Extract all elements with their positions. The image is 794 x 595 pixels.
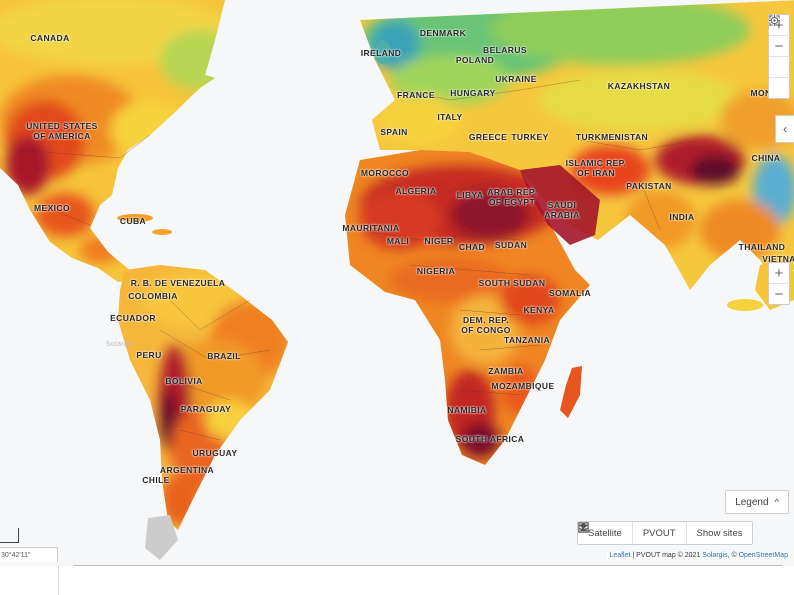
country-label: ARAB REP. OF EGYPT — [487, 187, 537, 207]
country-label: SOUTH SUDAN — [478, 278, 546, 288]
solargis-link[interactable]: Solargis — [702, 552, 728, 559]
country-label: KAZAKHSTAN — [607, 81, 671, 91]
country-label: IRELAND — [360, 48, 402, 58]
country-label: BRAZIL — [207, 351, 241, 361]
zoom-out-button-2[interactable]: − — [774, 285, 784, 303]
fullscreen-icon — [769, 15, 780, 26]
country-label: SUDAN — [494, 240, 528, 250]
country-label: TANZANIA — [503, 335, 551, 345]
country-label: CANADA — [30, 33, 70, 43]
country-label: NIGERIA — [416, 266, 456, 276]
country-label: POLAND — [455, 55, 495, 65]
madagascar-shape — [560, 366, 582, 418]
chevron-up-icon: ^ — [774, 497, 779, 507]
country-label: R. B. DE VENEZUELA — [130, 278, 226, 288]
layers-icon — [578, 522, 589, 532]
country-label: NAMIBIA — [447, 405, 487, 415]
locate-icon — [769, 15, 780, 26]
locate-button[interactable] — [769, 15, 789, 98]
fullscreen-button[interactable] — [769, 15, 789, 78]
zoom-in-button-2[interactable]: + — [769, 263, 789, 284]
map-shapes — [0, 0, 794, 560]
coordinate-readout: 30°42'11" — [0, 547, 58, 562]
country-label: CUBA — [119, 216, 147, 226]
country-label: UNITED STATES OF AMERICA — [26, 121, 98, 141]
country-label: MAURITANIA — [342, 223, 400, 233]
map-attribution: Leaflet | PVOUT map © 2021 Solargis, © O… — [607, 552, 790, 559]
country-label: MONGO — [750, 88, 785, 98]
openstreetmap-link[interactable]: OpenStreetMap — [738, 552, 788, 559]
country-label: FRANCE — [397, 90, 435, 100]
country-label: CHILE — [142, 475, 170, 485]
country-label: ZAMBIA — [488, 366, 524, 376]
secondary-zoom-controls: + − — [768, 262, 790, 305]
country-label: PARAGUAY — [180, 404, 232, 414]
panel-toggle-button[interactable]: ‹ — [775, 115, 794, 143]
country-label: INDIA — [669, 212, 695, 222]
bottom-divider — [74, 565, 782, 566]
country-label: CHINA — [751, 153, 781, 163]
patagonia-shape — [145, 515, 178, 560]
show-sites-button[interactable]: Show sites — [578, 522, 753, 544]
arabia-shape — [520, 165, 600, 245]
country-label: HUNGARY — [450, 88, 496, 98]
country-label: UKRAINE — [495, 74, 537, 84]
country-label: LIBYA — [456, 190, 484, 200]
country-label: ARGENTINA — [159, 465, 215, 475]
country-label: SOUTH AFRICA — [455, 434, 525, 444]
country-label: PERU — [136, 350, 162, 360]
country-label: MOROCCO — [360, 168, 410, 178]
country-label: TURKEY — [511, 132, 549, 142]
country-label: COLOMBIA — [128, 291, 178, 301]
country-label: SOMALIA — [549, 288, 591, 298]
scale-corner — [0, 528, 19, 543]
sites-icon — [578, 522, 589, 533]
legend-label: Legend — [735, 496, 769, 508]
country-label: SPAIN — [380, 127, 408, 137]
zoom-out-button[interactable]: − — [769, 36, 789, 57]
country-label: NIGER — [424, 236, 454, 246]
country-label: URUGUAY — [192, 448, 238, 458]
left-divider — [58, 566, 59, 595]
legend-button[interactable]: Legend ^ — [725, 490, 789, 514]
country-label: CHAD — [458, 242, 486, 252]
country-label: PAKISTAN — [626, 181, 672, 191]
country-label: THAILAND — [738, 242, 786, 252]
pvout-layer-button[interactable]: PVOUT — [578, 522, 687, 544]
cuba-shape — [117, 214, 153, 222]
country-label: BELARUS — [483, 45, 527, 55]
country-label: DENMARK — [419, 28, 467, 38]
leaflet-link[interactable]: Leaflet — [609, 552, 631, 559]
watermark-text: Solargis — [105, 341, 135, 348]
pvout-label: PVOUT — [642, 527, 676, 539]
country-label: SAUDI ARABIA — [544, 200, 580, 220]
country-label: BOLIVIA — [165, 376, 203, 386]
map-controls: + − — [768, 14, 790, 99]
show-sites-label: Show sites — [696, 527, 743, 539]
country-label: KENYA — [523, 305, 555, 315]
country-label: GREECE — [468, 132, 508, 142]
country-label: ECUADOR — [110, 313, 156, 323]
country-label: MALI — [386, 236, 410, 246]
country-label: ALGERIA — [395, 186, 437, 196]
country-label: DEM. REP. OF CONGO — [461, 315, 511, 335]
country-label: ISLAMIC REP. OF IRAN — [565, 158, 627, 178]
country-label: VIETNA — [762, 254, 794, 264]
solar-pvout-map[interactable]: CANADA UNITED STATES OF AMERICA MEXICO CUBA… — [0, 0, 794, 566]
satellite-label: Satellite — [588, 527, 622, 539]
country-label: TURKMENISTAN — [575, 132, 649, 142]
layer-switcher: Satellite PVOUT Show sites — [577, 521, 754, 545]
country-label: MEXICO — [34, 203, 70, 213]
country-label: MOZAMBIQUE — [491, 381, 555, 391]
country-label: ITALY — [437, 112, 463, 122]
